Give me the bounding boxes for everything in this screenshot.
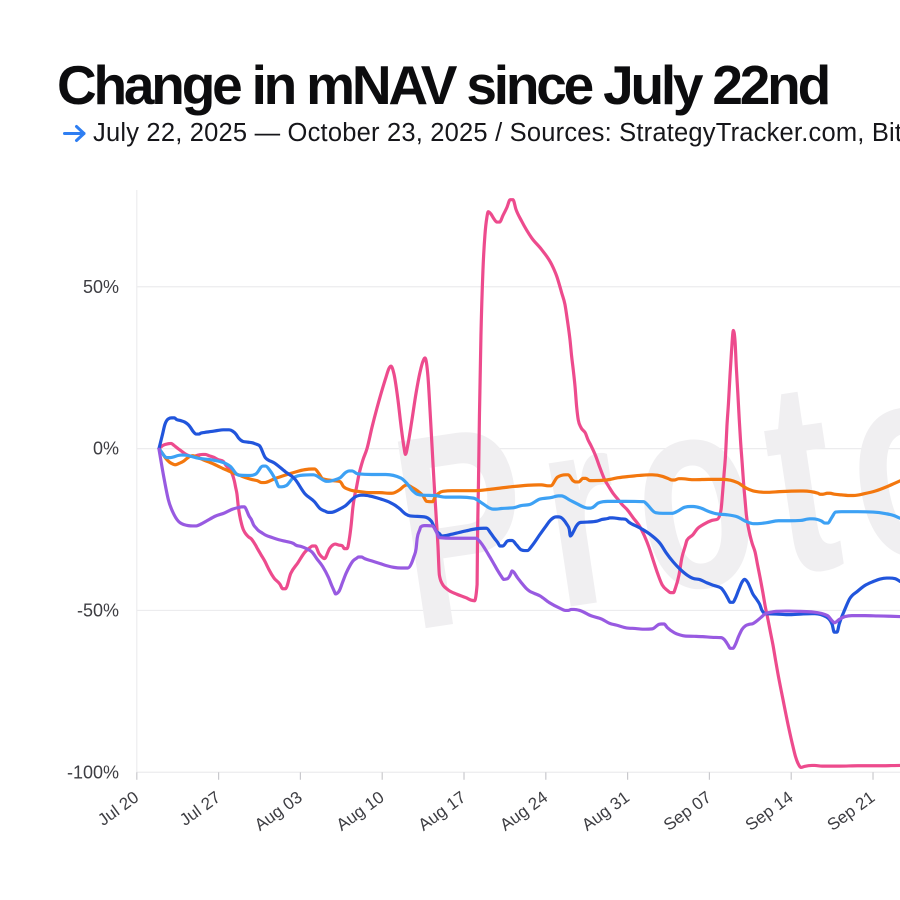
- x-axis-label-Aug-17: Aug 17: [415, 788, 470, 835]
- series-line-orange: [157, 447, 900, 504]
- y-axis-label--50: -50%: [77, 600, 119, 620]
- series-line-pink: [157, 198, 900, 769]
- x-axis-label-Aug-24: Aug 24: [496, 788, 551, 835]
- x-axis-label-Jul-27: Jul 27: [176, 788, 224, 830]
- chart-subtitle: July 22, 2025 — October 23, 2025 / Sourc…: [63, 119, 900, 150]
- watermark-text: Protos: [377, 280, 900, 688]
- chart-title: Change in mNAV since July 22nd: [57, 54, 831, 116]
- x-axis-label-Aug-10: Aug 10: [333, 788, 388, 835]
- x-axis-label-Aug-31: Aug 31: [578, 788, 633, 835]
- chart-subtitle-text: July 22, 2025 — October 23, 2025 / Sourc…: [93, 119, 900, 147]
- arrow-right-icon: [63, 121, 87, 150]
- y-axis-label-0: 0%: [93, 439, 119, 459]
- series-line-light-blue: [157, 447, 900, 526]
- y-axis-label--100: -100%: [67, 762, 119, 782]
- x-axis-label-Sep-14: Sep 14: [742, 788, 797, 835]
- x-axis-label-Sep-21: Sep 21: [824, 788, 879, 835]
- x-axis-label-Aug-03: Aug 03: [251, 788, 306, 835]
- x-axis-label-Jul-20: Jul 20: [94, 788, 142, 830]
- series-line-purple: [157, 447, 900, 650]
- x-axis-label-Sep-07: Sep 07: [660, 788, 715, 835]
- y-axis-label-50: 50%: [83, 277, 119, 297]
- series-line-dark-blue: [157, 416, 900, 634]
